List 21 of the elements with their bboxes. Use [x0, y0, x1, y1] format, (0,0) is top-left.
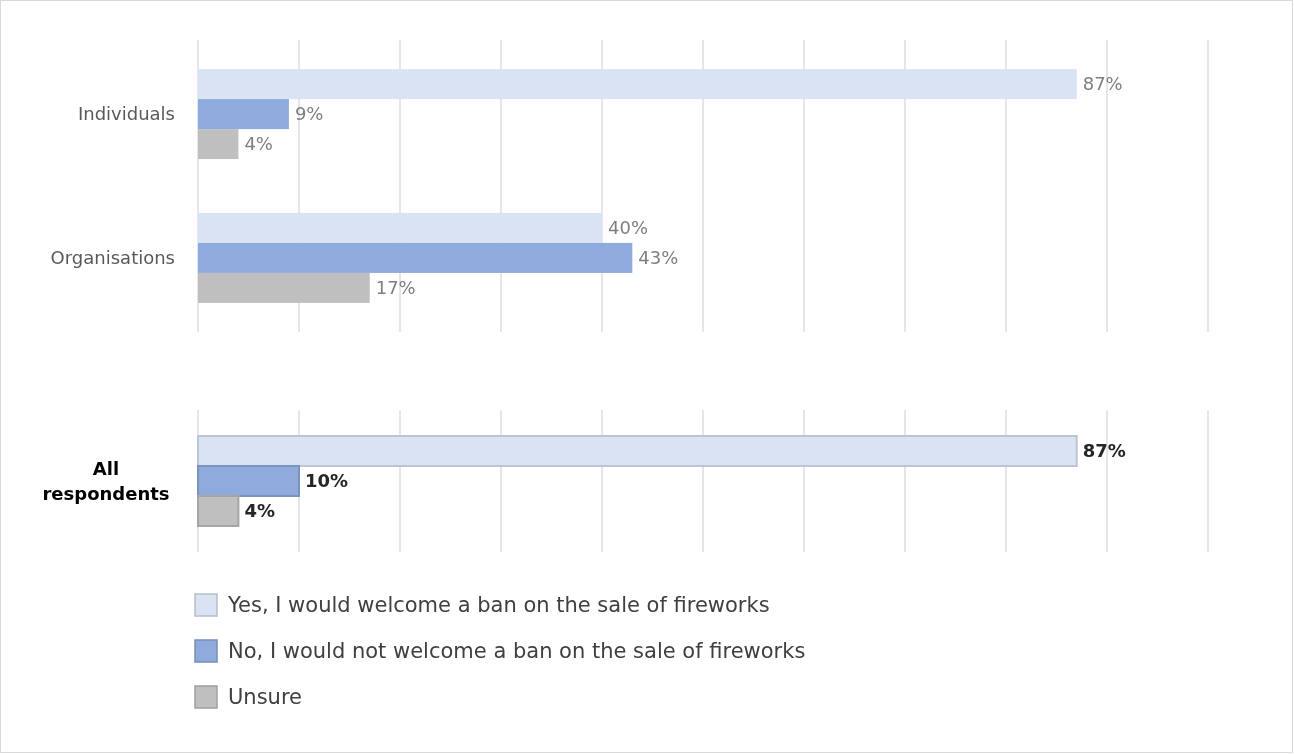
y-tick-label: Individuals — [77, 103, 175, 125]
data-label: 9% — [294, 103, 324, 125]
data-label: 40% — [608, 217, 649, 239]
bar — [198, 212, 602, 243]
legend-label: Yes, I would welcome a ban on the sale of fireworks — [227, 593, 770, 618]
data-label: 10% — [305, 470, 349, 492]
y-tick-label: Organisations — [50, 247, 175, 269]
data-label: 4% — [244, 133, 273, 155]
bar — [198, 99, 289, 130]
bar — [198, 242, 633, 273]
data-label: 87% — [1082, 440, 1126, 462]
bar — [198, 272, 370, 303]
data-label: 43% — [638, 247, 679, 269]
data-label: 17% — [375, 277, 416, 299]
legend-label: Unsure — [228, 685, 303, 710]
data-label: 87% — [1082, 73, 1123, 95]
y-tick-label: All respondents — [42, 457, 170, 504]
bar — [198, 129, 239, 160]
bar — [198, 69, 1077, 100]
data-label: 4% — [244, 500, 275, 522]
legend-label: No, I would not welcome a ban on the sale of fireworks — [228, 639, 806, 664]
